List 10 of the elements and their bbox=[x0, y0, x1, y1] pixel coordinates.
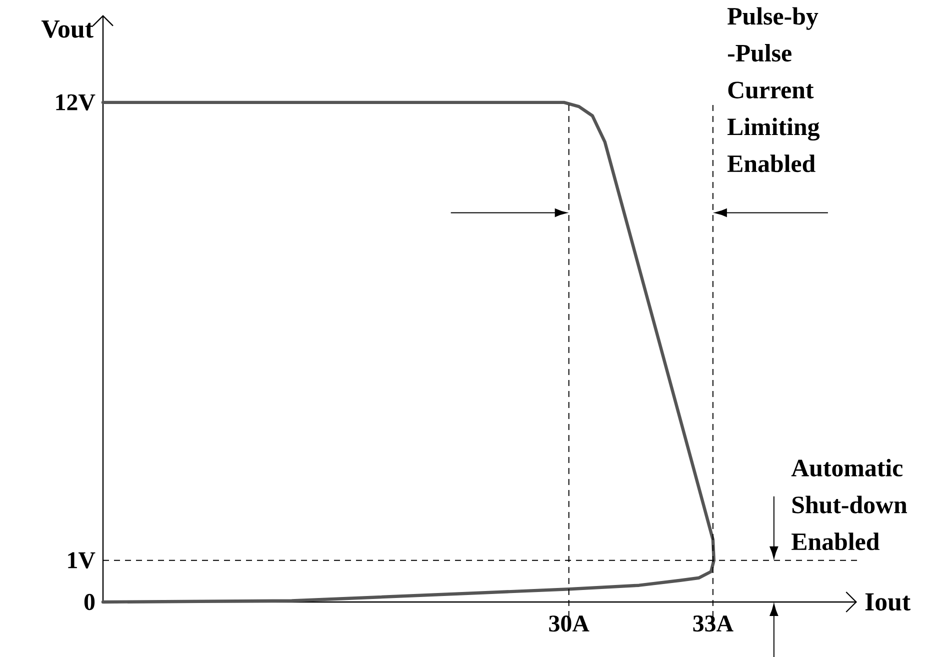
y-tick-label: 12V bbox=[56, 94, 96, 111]
y-tick-label: 1V bbox=[68, 552, 96, 568]
y-tick-label: 0 bbox=[84, 594, 95, 610]
annotation: Automatic Shut-down Enabled bbox=[791, 458, 908, 550]
y-axis-title: Vout bbox=[41, 20, 94, 38]
x-tick-label: 30A bbox=[549, 616, 590, 632]
line-series bbox=[101, 100, 716, 604]
x-tick-label: 33A bbox=[693, 616, 734, 632]
x-axis-title: Iout bbox=[865, 593, 910, 611]
annotation: Pulse-by -Pulse Current Limiting Enabled bbox=[727, 7, 820, 172]
